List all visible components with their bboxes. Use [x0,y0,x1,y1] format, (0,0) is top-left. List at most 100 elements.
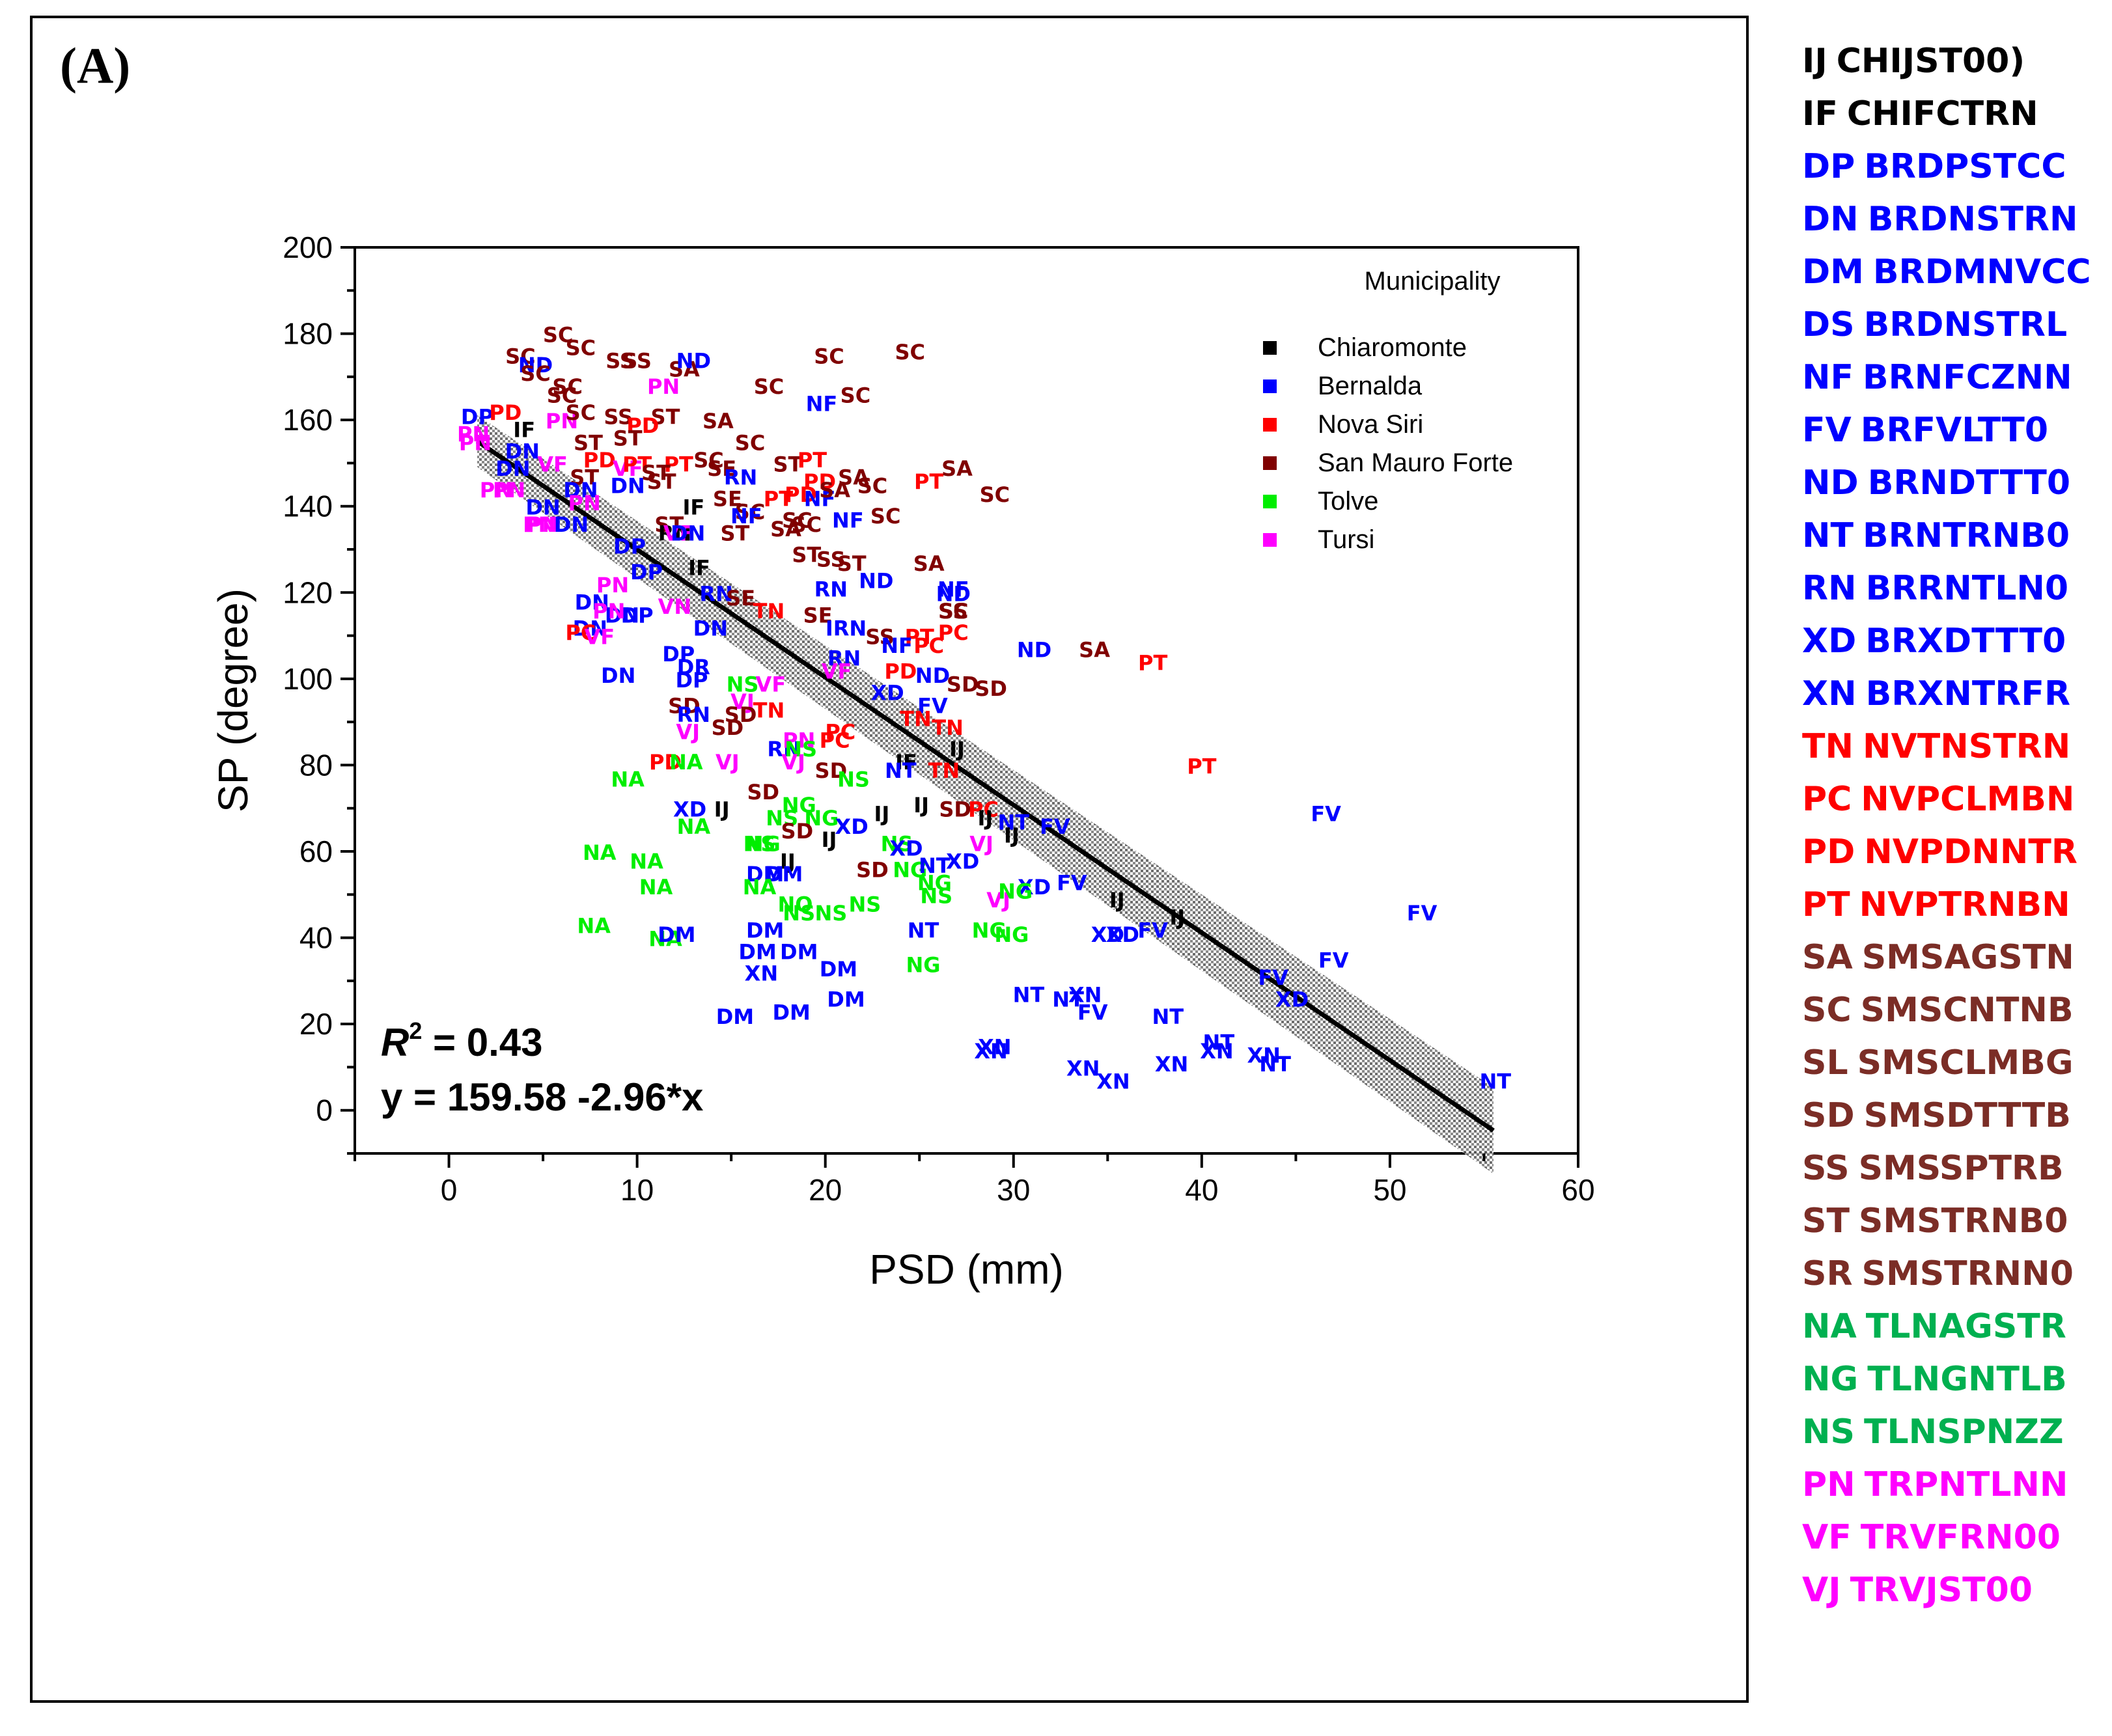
code-list-item: NG TLNGNTLB [1802,1353,2091,1406]
data-point-label: SD [939,797,971,822]
data-point-label: XD [946,849,979,874]
data-point-label: TN [753,599,785,624]
data-point-label: SC [814,344,844,369]
data-point-label: SD [947,672,979,696]
code-value: BRNFCZNN [1863,358,2072,397]
code-abbr: XN [1802,674,1857,713]
y-tick-label: 20 [299,1007,333,1041]
data-point-label: SC [547,383,577,407]
data-point-label: DN [610,474,645,499]
data-point-label: PD [803,469,836,494]
code-list-item: PD NVPDNNTR [1802,826,2091,879]
data-point-label: SC [857,474,888,499]
panel-label: (A) [60,37,131,94]
data-point-label: NT [885,758,917,783]
data-point-label: SA [669,357,700,382]
data-point-label: DM [716,1004,754,1029]
code-value: TLNAGSTR [1865,1307,2066,1346]
data-point-label: NS [814,901,847,926]
data-point-label: DP [662,642,695,667]
code-list-item: SA SMSAGSTN [1802,931,2091,984]
data-point-label: FV [1137,918,1168,943]
data-point-label: ST [720,521,749,545]
data-point-label: PN [647,374,680,399]
data-point-label: XN [1247,1043,1281,1068]
data-point-label: IJ [913,793,929,818]
data-point-label: SS [604,405,633,430]
data-point-label: VJ [730,689,755,714]
data-point-label: RN [677,702,710,727]
data-point-label: IJ [1109,888,1125,913]
code-list-item: DN BRDNSTRN [1802,193,2091,246]
code-list-item: VF TRVFRN00 [1802,1511,2091,1564]
data-point-label: PC [968,797,999,822]
data-point-label: NG [972,918,1007,943]
data-point-label: NG [782,793,816,818]
data-point-label: NF [881,633,913,658]
y-tick-label: 100 [283,662,333,696]
data-point-label: PD [626,413,659,438]
data-point-label: XN [1066,1056,1100,1081]
legend-label: San Mauro Forte [1318,448,1513,477]
data-point-label: SS [605,348,635,373]
regression-equation: y = 159.58 -2.96*x [381,1075,703,1119]
data-point-label: XD [835,814,868,839]
data-point-label: IF [513,417,535,442]
data-point-label: FV [1040,814,1070,839]
y-axis-title: SP (degree) [210,588,257,812]
data-point-label: ST [641,461,671,486]
data-point-label: XN [978,1034,1011,1059]
data-point-label: SC [895,340,926,365]
data-point-label: RN [767,737,800,762]
code-list-item: SD SMSDTTTB [1802,1090,2091,1142]
y-tick-label: 0 [316,1094,333,1127]
y-tick-label: 60 [299,834,333,868]
code-list-item: IF CHIFCTRN [1802,88,2091,141]
code-value: TRPNTLNN [1864,1465,2068,1504]
data-point-label: PC [938,620,969,645]
data-point-label: PN [527,512,559,537]
data-point-label: XN [974,1039,1007,1064]
data-point-label: SE [713,486,742,511]
data-point-label: VJ [986,888,1010,913]
data-point-label: SD [975,676,1007,701]
code-abbr: NF [1802,358,1854,397]
data-point-label: SC [841,383,871,407]
code-abbr: PN [1802,1465,1855,1504]
code-list-item: SR SMSTRNN0 [1802,1248,2091,1301]
y-tick-label: 140 [283,489,333,523]
data-point-label: ST [647,469,676,494]
data-point-label: VF [613,456,643,481]
data-point-label: VJ [676,719,700,744]
code-list-item: PC NVPCLMBN [1802,773,2091,826]
code-value: BRRNTLN0 [1865,569,2069,608]
legend-label: Tursi [1318,525,1374,554]
code-list-item: NF BRNFCZNN [1802,351,2091,404]
data-point-label: TN [928,758,960,783]
code-value: NVPCLMBN [1861,780,2075,819]
code-abbr: SS [1802,1149,1850,1188]
code-list-item: FV BRFVLTT0 [1802,404,2091,457]
data-point-label: XN [1096,1069,1130,1094]
data-point-label: SS [816,547,846,572]
data-point-label: ND [936,581,971,606]
data-point-label: PN [480,478,512,503]
code-abbr: PC [1802,780,1852,819]
code-list-item: ST SMSTRNB0 [1802,1195,2091,1248]
code-abbr: ST [1802,1202,1850,1241]
data-point-label: IRN [826,616,867,641]
code-list: IJ CHIJST00) IF CHIFCTRN DP BRDPSTCC DN BRDNSTR… [1802,35,2091,1617]
data-point-label: NS [766,806,798,831]
x-tick-label: 40 [1185,1173,1218,1207]
data-point-label: VN [658,594,692,619]
data-point-label: NG [893,858,927,883]
regression-line [475,439,1495,1133]
data-point-label: SC [782,508,813,533]
data-point-label: NA [577,914,611,939]
data-point-label: FV [1258,965,1288,990]
code-list-item: NT BRNTRNB0 [1802,510,2091,562]
data-point-label: NS [785,737,817,762]
data-point-label: PD [649,750,682,775]
data-point-label: NF [804,486,836,511]
